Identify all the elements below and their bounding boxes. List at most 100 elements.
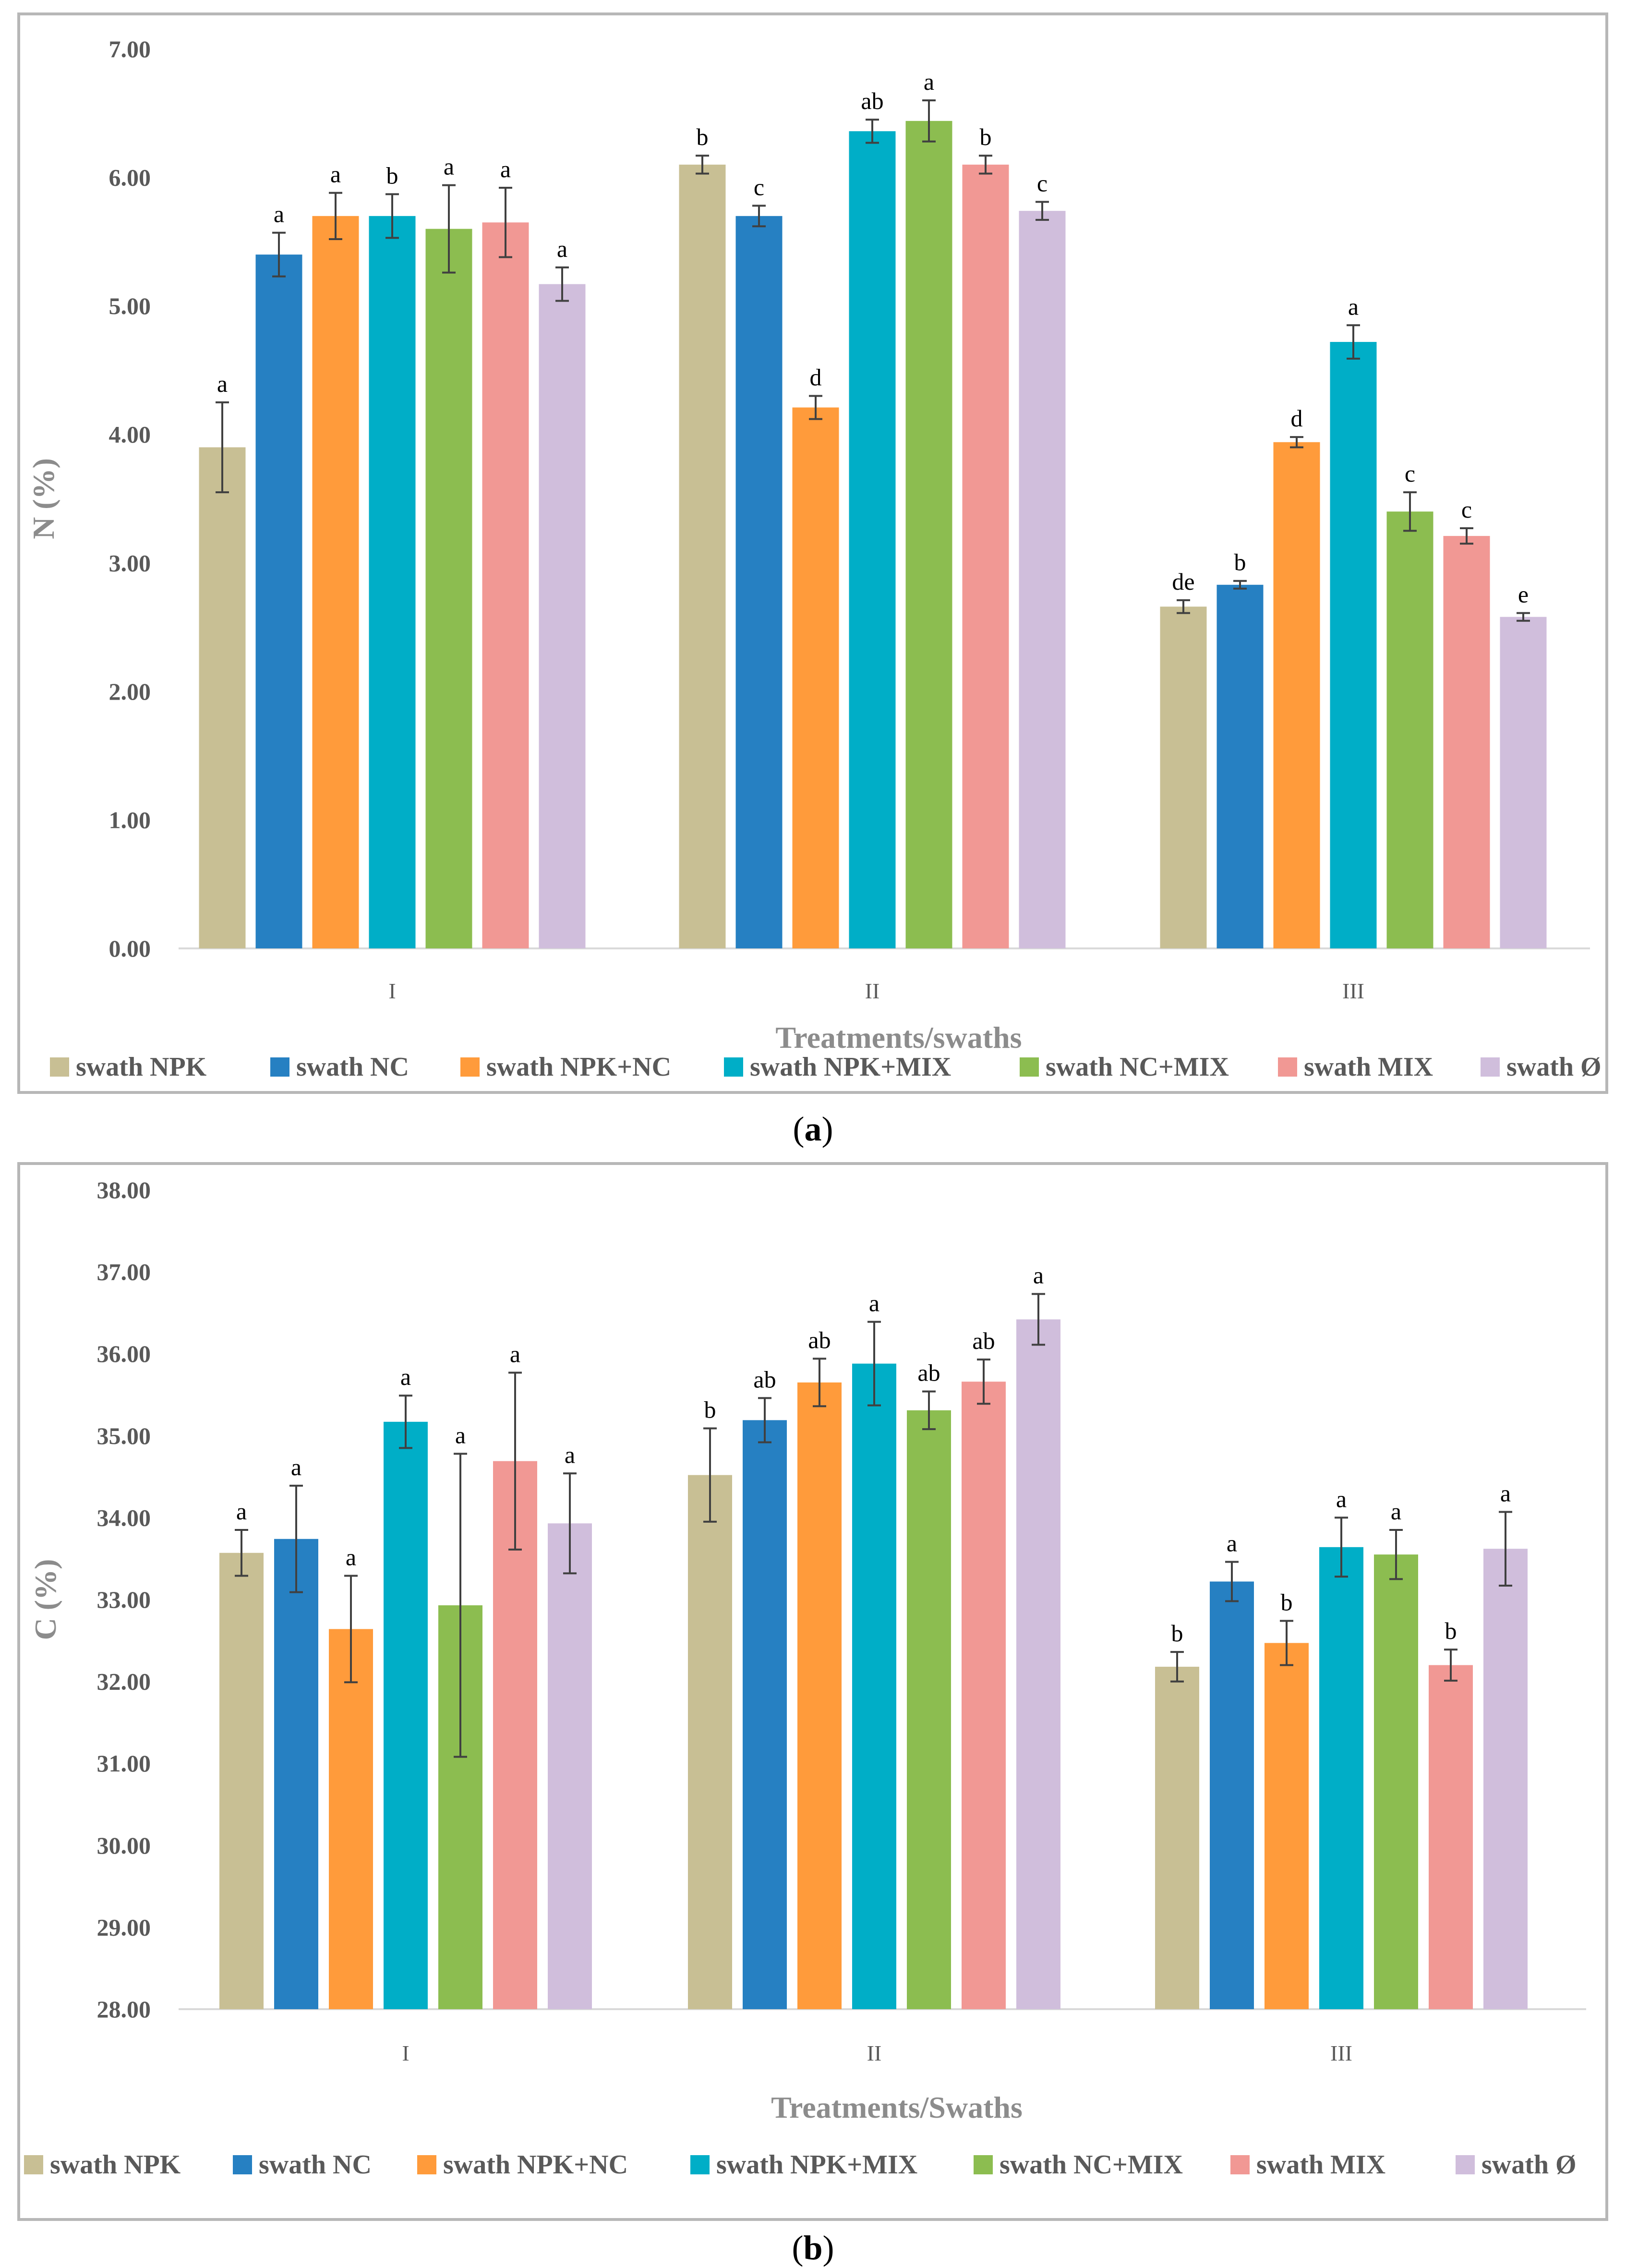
b-ytick-label: 31.00: [97, 1750, 151, 1777]
b-ytick-label: 33.00: [97, 1586, 151, 1613]
b-bar: [907, 1410, 951, 2009]
a-bar: [482, 222, 529, 948]
a-significance-letter: a: [274, 201, 284, 228]
b-significance-letter: a: [455, 1421, 466, 1448]
a-significance-letter: a: [500, 156, 511, 182]
b-ytick-label: 32.00: [97, 1668, 151, 1695]
b-significance-letter: a: [400, 1363, 411, 1390]
b-ytick-label: 38.00: [97, 1176, 151, 1203]
caption-b-label: b: [803, 2229, 823, 2267]
a-ytick-label: 2.00: [109, 678, 151, 705]
a-legend-swatch: [724, 1057, 743, 1077]
a-category-label: II: [865, 979, 880, 1003]
a-legend-label: swath NC: [296, 1052, 409, 1082]
a-significance-letter: a: [217, 370, 228, 397]
a-bar: [679, 164, 726, 948]
chart-panel-a: 0.00 1.00 2.00 3.00 4.00 5.00 6.00 7.00 a b de a c b a…: [17, 12, 1608, 1094]
chart-panel-b: 28.00 29.00 30.00 31.00 32.00 33.00 34.00 35.00…: [17, 1162, 1608, 2221]
a-significance-letter: e: [1518, 581, 1529, 608]
a-bar: [1330, 342, 1377, 948]
a-y-axis-title: N (%): [26, 458, 60, 539]
b-bar: [962, 1382, 1006, 2009]
a-significance-letter: c: [1405, 460, 1415, 487]
b-ytick-label: 30.00: [97, 1832, 151, 1859]
a-significance-letter: b: [1234, 549, 1246, 576]
a-legend-label: swath MIX: [1304, 1052, 1433, 1082]
b-significance-letter: a: [291, 1454, 301, 1480]
b-legend-label: swath Ø: [1481, 2150, 1577, 2180]
b-significance-letter: a: [1336, 1485, 1347, 1512]
a-legend-swatch: [50, 1057, 69, 1077]
a-bar: [962, 164, 1009, 948]
b-legend-label: swath MIX: [1256, 2150, 1385, 2180]
b-significance-letter: a: [236, 1498, 247, 1525]
b-bar: [1319, 1547, 1363, 2009]
a-bar: [1386, 511, 1433, 948]
a-bar: [255, 255, 302, 948]
b-significance-letter: a: [869, 1290, 879, 1317]
a-legend-label: swath NPK+MIX: [750, 1052, 951, 1082]
a-bar: [1019, 211, 1066, 948]
a-bar: [905, 121, 952, 949]
caption-b: (b): [792, 2229, 834, 2267]
b-bar: [548, 1523, 592, 2009]
b-legend-swatch: [1456, 2155, 1475, 2174]
b-ytick-label: 29.00: [97, 1914, 151, 1941]
b-significance-letter: a: [1391, 1498, 1401, 1525]
a-legend-label: swath Ø: [1506, 1052, 1602, 1082]
a-bar: [369, 216, 416, 948]
a-significance-letter: a: [444, 153, 454, 180]
b-legend-label: swath NC+MIX: [1000, 2150, 1183, 2180]
b-significance-letter: b: [704, 1396, 716, 1423]
a-bar: [312, 216, 359, 948]
a-bar: [792, 407, 839, 948]
b-category-label: II: [867, 2041, 882, 2065]
a-significance-letter: d: [1291, 405, 1303, 432]
a-significance-letter: d: [810, 364, 822, 390]
b-bar: [1210, 1581, 1254, 2009]
a-significance-letter: c: [754, 173, 764, 200]
b-significance-letter: a: [565, 1441, 575, 1468]
a-ytick-label: 5.00: [109, 292, 151, 319]
a-bar: [1500, 617, 1547, 948]
b-significance-letter: ab: [917, 1359, 940, 1386]
b-legend-swatch: [1230, 2155, 1250, 2174]
a-ytick-label: 1.00: [109, 806, 151, 833]
b-legend-swatch: [417, 2155, 436, 2174]
a-bar: [425, 229, 472, 949]
b-bar: [852, 1363, 896, 2009]
a-bar: [1160, 606, 1207, 948]
b-bar: [743, 1420, 787, 2009]
b-legend-swatch: [233, 2155, 252, 2174]
a-ytick-label: 3.00: [109, 549, 151, 576]
a-ytick-label: 0.00: [109, 935, 151, 962]
a-significance-letter: de: [1172, 568, 1194, 595]
caption-a: (a): [793, 1110, 833, 1148]
b-ytick-label: 36.00: [97, 1340, 151, 1367]
a-significance-letter: a: [330, 161, 341, 188]
chart-a-svg: 0.001.002.003.004.005.006.007.00abdeacba…: [26, 36, 1602, 1082]
b-bar: [384, 1421, 428, 2009]
b-bar: [219, 1552, 264, 2009]
b-bar: [1429, 1665, 1473, 2009]
b-bar: [1016, 1319, 1060, 2009]
b-legend-swatch: [974, 2155, 993, 2174]
b-bar: [1155, 1666, 1199, 2009]
b-legend-label: swath NPK+MIX: [716, 2150, 917, 2180]
b-bar: [493, 1461, 537, 2009]
b-significance-letter: a: [1033, 1262, 1044, 1289]
b-significance-letter: a: [1500, 1480, 1511, 1506]
b-bar: [329, 1629, 373, 2009]
a-significance-letter: b: [697, 123, 709, 150]
a-ytick-label: 6.00: [109, 164, 151, 191]
a-significance-letter: a: [1348, 293, 1359, 320]
a-ytick-label: 7.00: [109, 36, 151, 62]
b-significance-letter: b: [1445, 1617, 1457, 1644]
a-legend-label: swath NPK+NC: [486, 1052, 671, 1082]
a-legend-label: swath NC+MIX: [1046, 1052, 1229, 1082]
chart-b-svg: 28.00 29.00 30.00 31.00 32.00 33.00 34.00 35.00…: [24, 1176, 1586, 2180]
a-category-label: I: [388, 979, 396, 1003]
a-bar: [539, 284, 586, 948]
b-significance-letter: b: [1281, 1589, 1293, 1615]
a-significance-letter: b: [386, 162, 398, 189]
